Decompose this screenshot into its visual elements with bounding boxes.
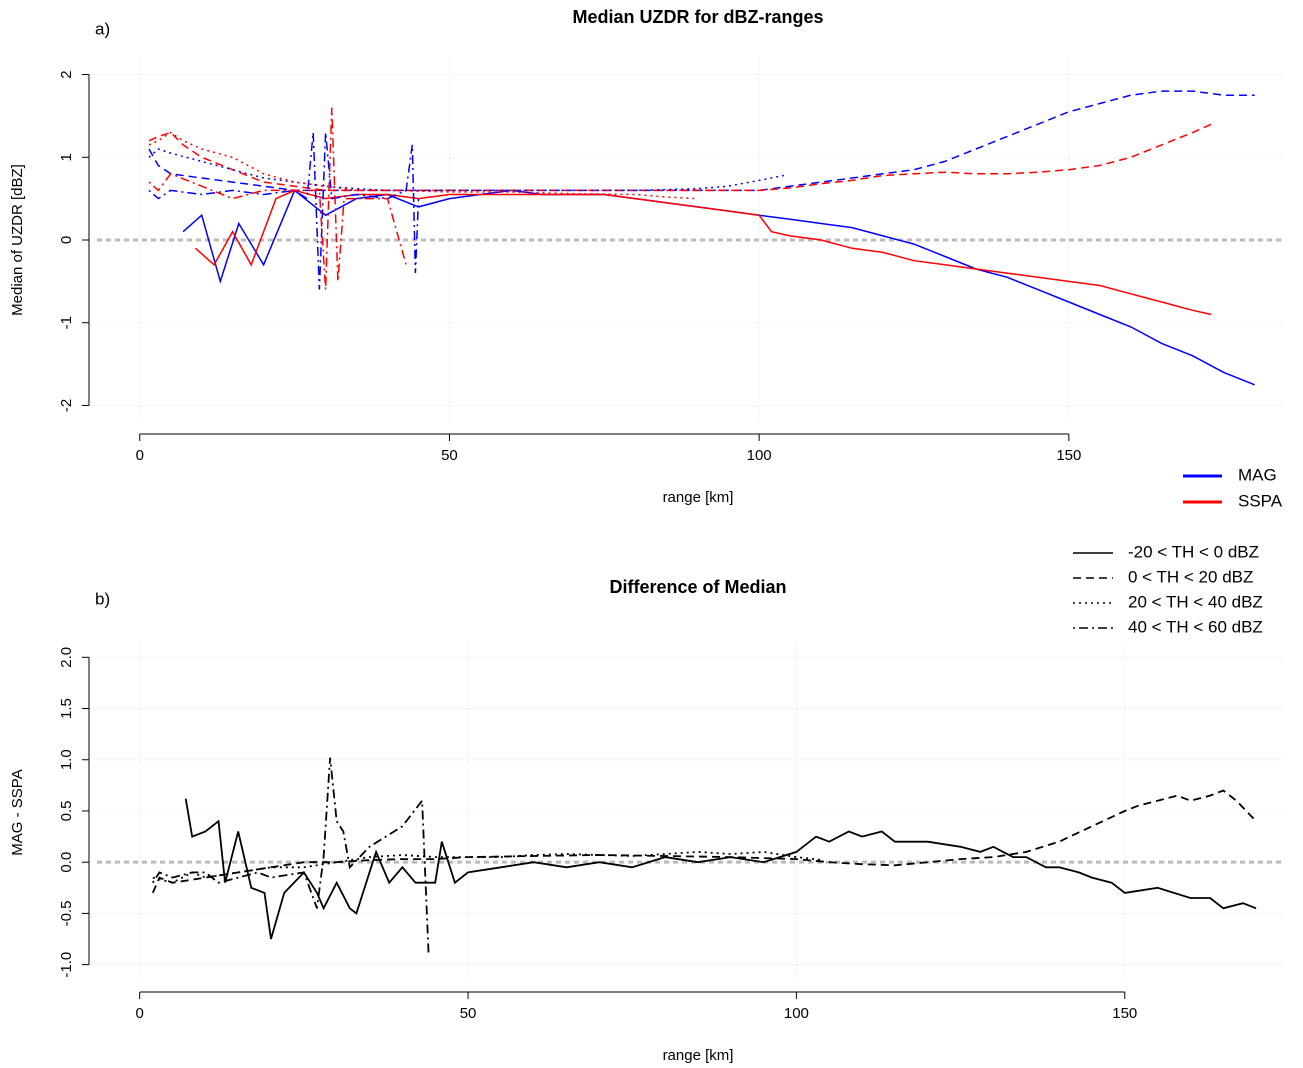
series-line bbox=[184, 798, 1257, 940]
x-tick-label: 50 bbox=[460, 1005, 477, 1022]
x-tick-label: 50 bbox=[441, 447, 458, 464]
y-tick-label: 2.0 bbox=[58, 647, 75, 668]
chart-title: Median UZDR for dBZ-ranges bbox=[572, 7, 823, 27]
y-tick-label: 0.5 bbox=[58, 801, 75, 822]
series-line bbox=[152, 757, 430, 955]
series-line bbox=[195, 189, 1212, 316]
y-axis-title: Median of UZDR [dBZ] bbox=[9, 164, 26, 316]
series-line bbox=[152, 850, 823, 884]
y-tick-label: 0 bbox=[58, 236, 75, 244]
y-tick-label: 0.0 bbox=[58, 852, 75, 873]
x-tick-label: 100 bbox=[747, 447, 772, 464]
panel-label: b) bbox=[95, 589, 110, 608]
y-tick-label: -1 bbox=[58, 316, 75, 329]
y-axis-title: MAG - SSPA bbox=[9, 769, 26, 855]
y-tick-label: -0.5 bbox=[58, 900, 75, 926]
legend-label: SSPA bbox=[1238, 491, 1283, 510]
x-axis-title: range [km] bbox=[663, 1047, 734, 1064]
x-tick-label: 0 bbox=[136, 447, 144, 464]
y-tick-label: 1.0 bbox=[58, 749, 75, 770]
chart-title: Difference of Median bbox=[609, 577, 786, 597]
panel-label: a) bbox=[95, 19, 110, 38]
x-tick-label: 150 bbox=[1056, 447, 1081, 464]
y-tick-label: -2 bbox=[58, 399, 75, 412]
x-tick-label: 100 bbox=[784, 1005, 809, 1022]
y-tick-label: -1.0 bbox=[58, 952, 75, 978]
y-tick-label: 1.5 bbox=[58, 698, 75, 719]
series-line bbox=[148, 123, 1212, 192]
series-line bbox=[148, 131, 698, 200]
x-tick-label: 150 bbox=[1112, 1005, 1137, 1022]
series-line bbox=[148, 90, 1255, 192]
y-tick-label: 2 bbox=[58, 70, 75, 78]
series-line bbox=[182, 189, 1255, 386]
series-line bbox=[148, 107, 407, 290]
x-axis-title: range [km] bbox=[663, 489, 734, 506]
series-line bbox=[148, 132, 420, 290]
x-tick-label: 0 bbox=[136, 1005, 144, 1022]
legend-label: -20 < TH < 0 dBZ bbox=[1128, 542, 1259, 561]
legend-label: 0 < TH < 20 dBZ bbox=[1128, 567, 1253, 586]
legend-label: MAG bbox=[1238, 465, 1277, 484]
series-line bbox=[151, 789, 1257, 894]
y-tick-label: 1 bbox=[58, 153, 75, 161]
legend-label: 20 < TH < 40 dBZ bbox=[1128, 592, 1263, 611]
legend-label: 40 < TH < 60 dBZ bbox=[1128, 617, 1263, 636]
